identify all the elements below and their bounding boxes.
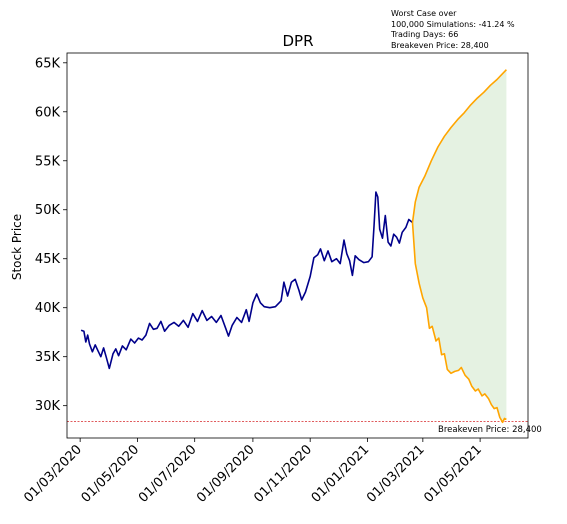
projection-range-fill (412, 69, 507, 423)
y-tick-label: 50K (35, 203, 61, 218)
y-tick-label: 40K (35, 301, 61, 316)
info-line-4: Breakeven Price: 28,400 (391, 40, 489, 50)
x-tick-label: 01/03/2020 (21, 442, 85, 506)
x-tick-label: 01/09/2020 (194, 442, 258, 506)
breakeven-label: Breakeven Price: 28,400 (438, 425, 542, 435)
plot-frame (66, 52, 529, 439)
y-tick-label: 45K (35, 252, 61, 267)
x-tick-label: 01/01/2021 (309, 442, 373, 506)
history-series-line (80, 191, 414, 370)
x-tick-label: 01/05/2020 (79, 442, 143, 506)
simulation-info: Worst Case over 100,000 Simulations: -41… (391, 9, 515, 51)
projection-upper-line (411, 69, 507, 223)
info-line-3: Trading Days: 66 (391, 30, 459, 39)
y-tick-label: 65K (35, 56, 61, 71)
info-line-1: Worst Case over (391, 9, 457, 18)
x-tick-label: 01/07/2020 (136, 442, 200, 506)
x-tick-label: 01/03/2021 (364, 442, 428, 506)
y-tick-label: 30K (35, 399, 61, 414)
x-tick-label: 01/11/2020 (251, 442, 315, 506)
y-tick-label: 60K (35, 105, 61, 120)
chart-title: DPR (282, 32, 313, 50)
y-axis-label: Stock Price (10, 214, 24, 280)
y-tick-label: 35K (35, 350, 61, 365)
x-tick-label: 01/05/2021 (421, 442, 485, 506)
y-tick-label: 55K (35, 154, 61, 169)
info-line-2: 100,000 Simulations: -41.24 % (391, 19, 515, 29)
projection-lower-line (411, 222, 507, 424)
